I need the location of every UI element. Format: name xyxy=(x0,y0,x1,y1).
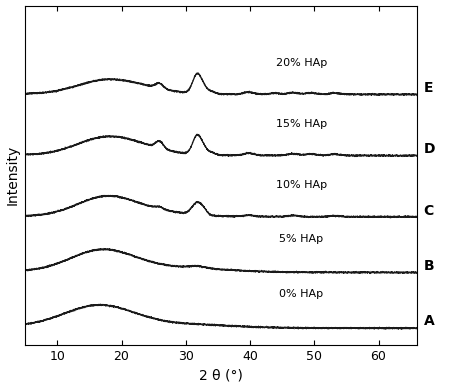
Text: 10% HAp: 10% HAp xyxy=(276,180,327,191)
Text: 15% HAp: 15% HAp xyxy=(276,119,327,129)
Text: C: C xyxy=(424,204,434,218)
Text: 20% HAp: 20% HAp xyxy=(276,58,327,68)
Text: 5% HAp: 5% HAp xyxy=(279,234,324,244)
Text: A: A xyxy=(424,314,434,328)
X-axis label: 2 θ (°): 2 θ (°) xyxy=(199,369,243,383)
Text: 0% HAp: 0% HAp xyxy=(279,289,324,300)
Y-axis label: Intensity: Intensity xyxy=(6,145,19,205)
Text: E: E xyxy=(424,81,433,95)
Text: D: D xyxy=(424,142,435,156)
Text: B: B xyxy=(424,259,434,273)
